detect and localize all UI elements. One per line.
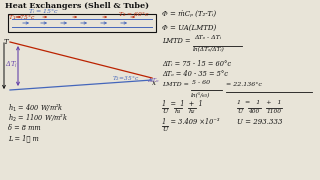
Text: T$_2$ = 60°c: T$_2$ = 60°c (118, 10, 150, 19)
Text: ln(ΔTₒ/ΔTᵢ): ln(ΔTₒ/ΔTᵢ) (193, 47, 225, 52)
Text: h₁: h₁ (174, 109, 181, 114)
Text: 400: 400 (248, 109, 259, 114)
Text: Φ = ṁCₚ (T₂-Tᵢ): Φ = ṁCₚ (T₂-Tᵢ) (162, 10, 216, 18)
Text: U: U (237, 109, 243, 114)
Text: T$_1$=75°c: T$_1$=75°c (8, 13, 36, 22)
Text: = 22.136°c: = 22.136°c (226, 82, 262, 87)
Text: Φ = UA(LMTD): Φ = UA(LMTD) (162, 24, 216, 32)
Text: 1  =  1  +  1: 1 = 1 + 1 (162, 100, 203, 108)
Text: ΔT$_i$: ΔT$_i$ (5, 60, 18, 70)
Text: ΔT$_o$: ΔT$_o$ (147, 76, 160, 85)
Text: ln(⁵/₆₀): ln(⁵/₆₀) (191, 91, 210, 97)
Bar (8, 14, 156, 32)
Text: U: U (163, 109, 168, 114)
Text: T: T (4, 38, 9, 46)
Text: T$_i$ = 15°c: T$_i$ = 15°c (28, 7, 59, 16)
Text: 1100: 1100 (267, 109, 282, 114)
Text: 1  = 3.409 ×10⁻³: 1 = 3.409 ×10⁻³ (162, 118, 220, 126)
Text: x: x (152, 79, 156, 87)
Text: ΔTᵢ = 75 - 15 = 60°c: ΔTᵢ = 75 - 15 = 60°c (162, 60, 231, 68)
Text: U = 293.333: U = 293.333 (237, 118, 283, 126)
Text: 5 - 60: 5 - 60 (192, 80, 210, 85)
Text: h$_2$ = 1100 W/m²k: h$_2$ = 1100 W/m²k (8, 113, 68, 124)
Text: U: U (163, 127, 168, 132)
Text: T$_2$=35°c: T$_2$=35°c (112, 74, 139, 83)
Text: Heat Exchangers (Shell & Tube): Heat Exchangers (Shell & Tube) (5, 2, 149, 10)
Text: h₂: h₂ (188, 109, 195, 114)
Text: LMTD =: LMTD = (162, 37, 190, 45)
Text: 1  =   1   +   1: 1 = 1 + 1 (237, 100, 282, 105)
Text: L = 1ℓ m: L = 1ℓ m (8, 134, 39, 142)
Text: h$_1$ = 400 W/m²k: h$_1$ = 400 W/m²k (8, 103, 64, 114)
Text: ΔTₒ = 40 - 35 = 5°c: ΔTₒ = 40 - 35 = 5°c (162, 70, 228, 78)
Text: LMTD =: LMTD = (162, 82, 189, 87)
Text: δ = 8 mm: δ = 8 mm (8, 124, 41, 132)
Text: ΔTₒ - ΔTᵢ: ΔTₒ - ΔTᵢ (194, 35, 221, 40)
